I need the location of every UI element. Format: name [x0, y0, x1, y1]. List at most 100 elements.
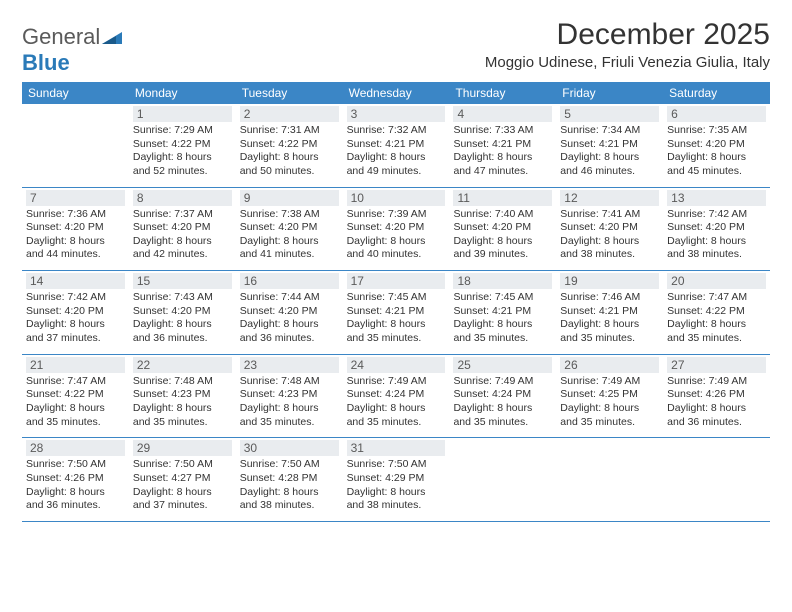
day-number: 31 [347, 440, 446, 456]
day-number: 23 [240, 357, 339, 373]
calendar-cell: 27Sunrise: 7:49 AMSunset: 4:26 PMDayligh… [663, 355, 770, 438]
day-number: 19 [560, 273, 659, 289]
month-title: December 2025 [485, 18, 770, 52]
cell-body: Sunrise: 7:45 AMSunset: 4:21 PMDaylight:… [347, 291, 446, 346]
sunset-text: Sunset: 4:21 PM [347, 138, 446, 152]
cell-body: Sunrise: 7:49 AMSunset: 4:25 PMDaylight:… [560, 375, 659, 430]
day-number: 11 [453, 190, 552, 206]
cell-body: Sunrise: 7:50 AMSunset: 4:28 PMDaylight:… [240, 458, 339, 513]
sunset-text: Sunset: 4:23 PM [240, 388, 339, 402]
cell-body: Sunrise: 7:49 AMSunset: 4:24 PMDaylight:… [347, 375, 446, 430]
sunrise-text: Sunrise: 7:48 AM [133, 375, 232, 389]
cell-body: Sunrise: 7:47 AMSunset: 4:22 PMDaylight:… [667, 291, 766, 346]
cell-body: Sunrise: 7:39 AMSunset: 4:20 PMDaylight:… [347, 208, 446, 263]
calendar-cell: 26Sunrise: 7:49 AMSunset: 4:25 PMDayligh… [556, 355, 663, 438]
calendar-cell: 20 Sunrise: 7:47 AMSunset: 4:22 PMDayligh… [663, 271, 770, 354]
sunrise-text: Sunrise: 7:48 AM [240, 375, 339, 389]
daylight-text: Daylight: 8 hours and 35 minutes. [453, 402, 552, 429]
sunrise-text: Sunrise: 7:44 AM [240, 291, 339, 305]
cell-body: Sunrise: 7:42 AMSunset: 4:20 PMDaylight:… [26, 291, 125, 346]
daylight-text: Daylight: 8 hours and 36 minutes. [240, 318, 339, 345]
daylight-text: Daylight: 8 hours and 39 minutes. [453, 235, 552, 262]
daylight-text: Daylight: 8 hours and 35 minutes. [240, 402, 339, 429]
daylight-text: Daylight: 8 hours and 35 minutes. [560, 318, 659, 345]
day-number: 22 [133, 357, 232, 373]
sunrise-text: Sunrise: 7:33 AM [453, 124, 552, 138]
day-number: 29 [133, 440, 232, 456]
day-number: 25 [453, 357, 552, 373]
sunrise-text: Sunrise: 7:39 AM [347, 208, 446, 222]
week-row: 21Sunrise: 7:47 AMSunset: 4:22 PMDayligh… [22, 355, 770, 439]
sunrise-text: Sunrise: 7:50 AM [347, 458, 446, 472]
sunrise-text: Sunrise: 7:43 AM [133, 291, 232, 305]
daylight-text: Daylight: 8 hours and 44 minutes. [26, 235, 125, 262]
day-number: 20 [667, 273, 766, 289]
day-number: 3 [347, 106, 446, 122]
day-number: 13 [667, 190, 766, 206]
calendar-cell [22, 104, 129, 187]
calendar-cell: 7Sunrise: 7:36 AMSunset: 4:20 PMDaylight… [22, 188, 129, 271]
daylight-text: Daylight: 8 hours and 36 minutes. [26, 486, 125, 513]
sunset-text: Sunset: 4:20 PM [26, 221, 125, 235]
sunset-text: Sunset: 4:20 PM [133, 221, 232, 235]
calendar-cell: 4Sunrise: 7:33 AMSunset: 4:21 PMDaylight… [449, 104, 556, 187]
calendar-cell: 19Sunrise: 7:46 AMSunset: 4:21 PMDayligh… [556, 271, 663, 354]
calendar-cell: 12Sunrise: 7:41 AMSunset: 4:20 PMDayligh… [556, 188, 663, 271]
sunrise-text: Sunrise: 7:29 AM [133, 124, 232, 138]
sunset-text: Sunset: 4:22 PM [26, 388, 125, 402]
day-header-fri: Friday [556, 82, 663, 104]
day-number: 5 [560, 106, 659, 122]
cell-body: Sunrise: 7:40 AMSunset: 4:20 PMDaylight:… [453, 208, 552, 263]
daylight-text: Daylight: 8 hours and 35 minutes. [133, 402, 232, 429]
sunrise-text: Sunrise: 7:37 AM [133, 208, 232, 222]
sunset-text: Sunset: 4:20 PM [26, 305, 125, 319]
daylight-text: Daylight: 8 hours and 35 minutes. [347, 402, 446, 429]
calendar-cell: 10Sunrise: 7:39 AMSunset: 4:20 PMDayligh… [343, 188, 450, 271]
sunset-text: Sunset: 4:23 PM [133, 388, 232, 402]
cell-body: Sunrise: 7:36 AMSunset: 4:20 PMDaylight:… [26, 208, 125, 263]
daylight-text: Daylight: 8 hours and 35 minutes. [26, 402, 125, 429]
sunrise-text: Sunrise: 7:49 AM [453, 375, 552, 389]
logo-word1: General [22, 24, 100, 49]
day-number: 17 [347, 273, 446, 289]
sunset-text: Sunset: 4:22 PM [240, 138, 339, 152]
sunset-text: Sunset: 4:22 PM [133, 138, 232, 152]
sunrise-text: Sunrise: 7:47 AM [667, 291, 766, 305]
sunrise-text: Sunrise: 7:36 AM [26, 208, 125, 222]
day-number: 24 [347, 357, 446, 373]
logo-triangle-icon [102, 24, 122, 50]
daylight-text: Daylight: 8 hours and 50 minutes. [240, 151, 339, 178]
daylight-text: Daylight: 8 hours and 38 minutes. [667, 235, 766, 262]
cell-body: Sunrise: 7:50 AMSunset: 4:26 PMDaylight:… [26, 458, 125, 513]
calendar-cell: 25 Sunrise: 7:49 AMSunset: 4:24 PMDayligh… [449, 355, 556, 438]
calendar-cell: 22 Sunrise: 7:48 AMSunset: 4:23 PMDayligh… [129, 355, 236, 438]
calendar-cell: 14Sunrise: 7:42 AMSunset: 4:20 PMDayligh… [22, 271, 129, 354]
calendar-cell: 31Sunrise: 7:50 AMSunset: 4:29 PMDayligh… [343, 438, 450, 521]
day-number: 28 [26, 440, 125, 456]
calendar-cell: 18Sunrise: 7:45 AMSunset: 4:21 PMDayligh… [449, 271, 556, 354]
cell-body: Sunrise: 7:49 AMSunset: 4:26 PMDaylight:… [667, 375, 766, 430]
calendar-cell: 15Sunrise: 7:43 AMSunset: 4:20 PMDayligh… [129, 271, 236, 354]
sunset-text: Sunset: 4:20 PM [453, 221, 552, 235]
cell-body: Sunrise: 7:41 AMSunset: 4:20 PMDaylight:… [560, 208, 659, 263]
calendar-cell: 6Sunrise: 7:35 AMSunset: 4:20 PMDaylight… [663, 104, 770, 187]
sunrise-text: Sunrise: 7:34 AM [560, 124, 659, 138]
sunrise-text: Sunrise: 7:49 AM [347, 375, 446, 389]
cell-body: Sunrise: 7:49 AMSunset: 4:24 PMDaylight:… [453, 375, 552, 430]
week-row: 28 Sunrise: 7:50 AMSunset: 4:26 PMDayligh… [22, 438, 770, 522]
sunset-text: Sunset: 4:20 PM [240, 305, 339, 319]
day-number: 21 [26, 357, 125, 373]
day-header-wed: Wednesday [343, 82, 450, 104]
cell-body: Sunrise: 7:33 AMSunset: 4:21 PMDaylight:… [453, 124, 552, 179]
calendar-cell: 9Sunrise: 7:38 AMSunset: 4:20 PMDaylight… [236, 188, 343, 271]
daylight-text: Daylight: 8 hours and 35 minutes. [453, 318, 552, 345]
sunset-text: Sunset: 4:24 PM [453, 388, 552, 402]
daylight-text: Daylight: 8 hours and 52 minutes. [133, 151, 232, 178]
cell-body: Sunrise: 7:48 AMSunset: 4:23 PMDaylight:… [240, 375, 339, 430]
sunset-text: Sunset: 4:20 PM [240, 221, 339, 235]
sunset-text: Sunset: 4:29 PM [347, 472, 446, 486]
daylight-text: Daylight: 8 hours and 42 minutes. [133, 235, 232, 262]
cell-body: Sunrise: 7:35 AMSunset: 4:20 PMDaylight:… [667, 124, 766, 179]
calendar-cell [663, 438, 770, 521]
daylight-text: Daylight: 8 hours and 35 minutes. [560, 402, 659, 429]
